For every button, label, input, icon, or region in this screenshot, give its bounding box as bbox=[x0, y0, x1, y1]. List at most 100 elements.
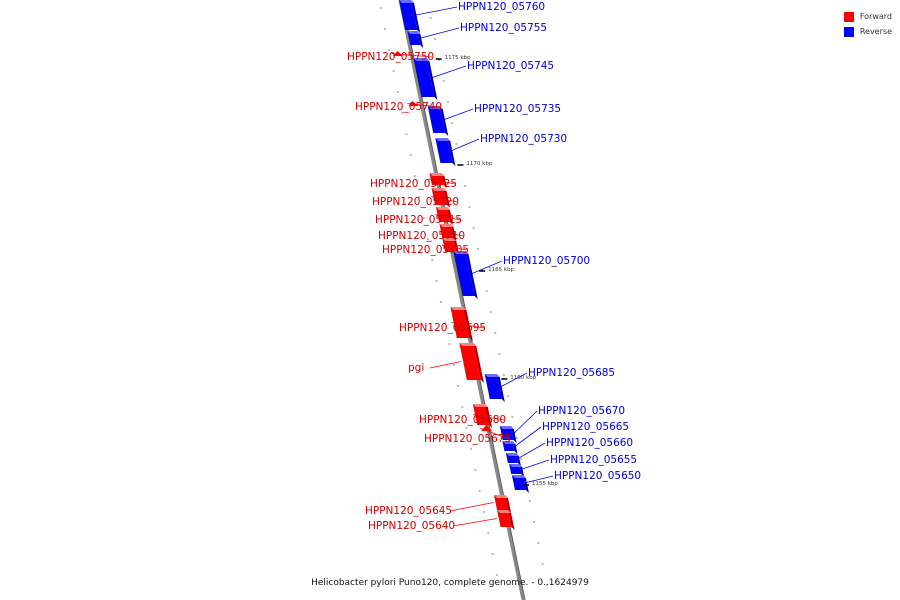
gene-side-shade bbox=[446, 207, 454, 225]
label-leader-line bbox=[471, 260, 503, 274]
gene-side-shade bbox=[519, 464, 525, 477]
kbp-label: 1160 kbp bbox=[510, 375, 536, 381]
label-leader-line bbox=[452, 518, 497, 527]
minor-ticks bbox=[379, 7, 548, 586]
gene-label: HPPN120_05730 bbox=[480, 133, 567, 145]
label-leader-line bbox=[428, 178, 455, 185]
gene-feature bbox=[435, 207, 454, 225]
label-leader-line bbox=[472, 414, 504, 421]
kbp-ticks: 1175 kbp 1170 kbp 1165 kbp 1160 kbp 1155 kbp bbox=[435, 55, 558, 487]
gene-top-shade bbox=[435, 207, 450, 210]
label-leader-line bbox=[435, 214, 460, 221]
label-leader-line bbox=[432, 65, 467, 78]
gene-top-shade bbox=[459, 343, 477, 346]
label-leader-line bbox=[522, 459, 550, 470]
kbp-label: 1170 kbp bbox=[466, 161, 492, 167]
label-leader-line bbox=[391, 53, 432, 58]
gene-side-shade bbox=[496, 374, 505, 402]
gene-label: HPPN120_05705 bbox=[382, 244, 469, 256]
gene-side-shade bbox=[510, 426, 517, 443]
gene-top-shade bbox=[453, 251, 469, 254]
gene-body bbox=[407, 31, 421, 45]
gene-body bbox=[511, 475, 526, 490]
gene-top-shade bbox=[484, 374, 500, 377]
genome-caption: Helicobacter pylori Puno120, complete ge… bbox=[311, 578, 589, 588]
gene-top-shade bbox=[435, 138, 451, 141]
gene-label: HPPN120_05640 bbox=[368, 520, 455, 532]
gene-feature bbox=[442, 238, 460, 255]
gene-top-shade bbox=[439, 224, 454, 227]
gene-feature bbox=[472, 404, 493, 428]
gene-body bbox=[427, 106, 446, 133]
gene-top-shade bbox=[429, 173, 445, 176]
gene-body bbox=[413, 58, 435, 97]
gene-body bbox=[484, 374, 502, 399]
gene-feature bbox=[413, 58, 438, 100]
gene-feature bbox=[453, 251, 478, 299]
gene-side-shade bbox=[441, 173, 447, 188]
gene-top-shade bbox=[431, 188, 447, 191]
label-leader-line bbox=[431, 196, 457, 203]
gene-label: HPPN120_05650 bbox=[554, 470, 641, 482]
gene-feature bbox=[427, 106, 449, 136]
gene-side-shade bbox=[522, 475, 529, 493]
legend-reverse-label: Reverse bbox=[859, 27, 892, 36]
gene-label: HPPN120_05665 bbox=[542, 421, 629, 433]
gene-label: HPPN120_05645 bbox=[365, 505, 452, 517]
gene-body bbox=[472, 404, 490, 425]
gene-feature bbox=[505, 453, 521, 466]
gene-feature bbox=[459, 343, 484, 383]
gene-label: HPPN120_05695 bbox=[399, 322, 486, 334]
gene-side-shade bbox=[411, 0, 421, 33]
gene-side-shade bbox=[417, 31, 424, 48]
gene-feature bbox=[502, 441, 518, 454]
kbp-label: 1175 kbp bbox=[445, 55, 471, 61]
legend-forward: Forward bbox=[843, 9, 892, 24]
legend-reverse: Reverse bbox=[843, 24, 892, 39]
label-leader-line bbox=[451, 138, 480, 151]
gene-label: HPPN120_05715 bbox=[375, 214, 462, 226]
label-leader-line bbox=[501, 372, 528, 387]
label-leader-line bbox=[415, 6, 458, 16]
gene-side-shade bbox=[453, 238, 460, 255]
label-leader-line bbox=[518, 442, 546, 459]
gene-side-shade bbox=[515, 453, 521, 466]
gene-label: HPPN120_05745 bbox=[467, 60, 554, 72]
gene-side-shade bbox=[463, 307, 473, 341]
gene-arrow bbox=[392, 51, 403, 56]
gene-feature bbox=[399, 0, 421, 33]
gene-side-shade bbox=[450, 224, 457, 241]
gene-label: HPPN120_05760 bbox=[458, 1, 545, 13]
gene-top-shade bbox=[497, 510, 512, 513]
gene-feature bbox=[450, 307, 473, 341]
gene-top-shade bbox=[505, 453, 519, 456]
gene-side-shade bbox=[508, 510, 515, 530]
gene-top-shade bbox=[399, 0, 414, 3]
gene-label: HPPN120_05675 bbox=[424, 433, 511, 445]
label-leader-line bbox=[479, 427, 510, 440]
gene-feature bbox=[493, 495, 512, 513]
label-leader-line bbox=[441, 244, 467, 251]
gene-top-shade bbox=[442, 238, 457, 241]
kbp-label: 1155 kbp bbox=[532, 481, 558, 487]
label-leader-line bbox=[420, 27, 460, 39]
gene-label: HPPN120_05755 bbox=[460, 22, 547, 34]
gene-side-shade bbox=[426, 58, 438, 100]
gene-feature bbox=[511, 475, 529, 493]
gene-top-shade bbox=[413, 58, 430, 61]
gene-label: HPPN120_05660 bbox=[546, 437, 633, 449]
gene-side-shade bbox=[465, 251, 478, 299]
gene-features bbox=[392, 0, 529, 530]
gene-feature bbox=[429, 173, 447, 188]
reverse-swatch bbox=[843, 26, 854, 37]
gene-top-shade bbox=[407, 31, 421, 34]
gene-feature bbox=[431, 188, 451, 208]
gene-body bbox=[450, 307, 470, 338]
gene-body bbox=[493, 495, 509, 510]
gene-side-shade bbox=[447, 138, 456, 166]
legend-forward-label: Forward bbox=[859, 12, 892, 21]
gene-body bbox=[442, 238, 457, 252]
gene-top-shade bbox=[472, 404, 488, 407]
legend: Forward Reverse bbox=[843, 9, 892, 39]
gene-label: HPPN120_05710 bbox=[378, 230, 465, 242]
